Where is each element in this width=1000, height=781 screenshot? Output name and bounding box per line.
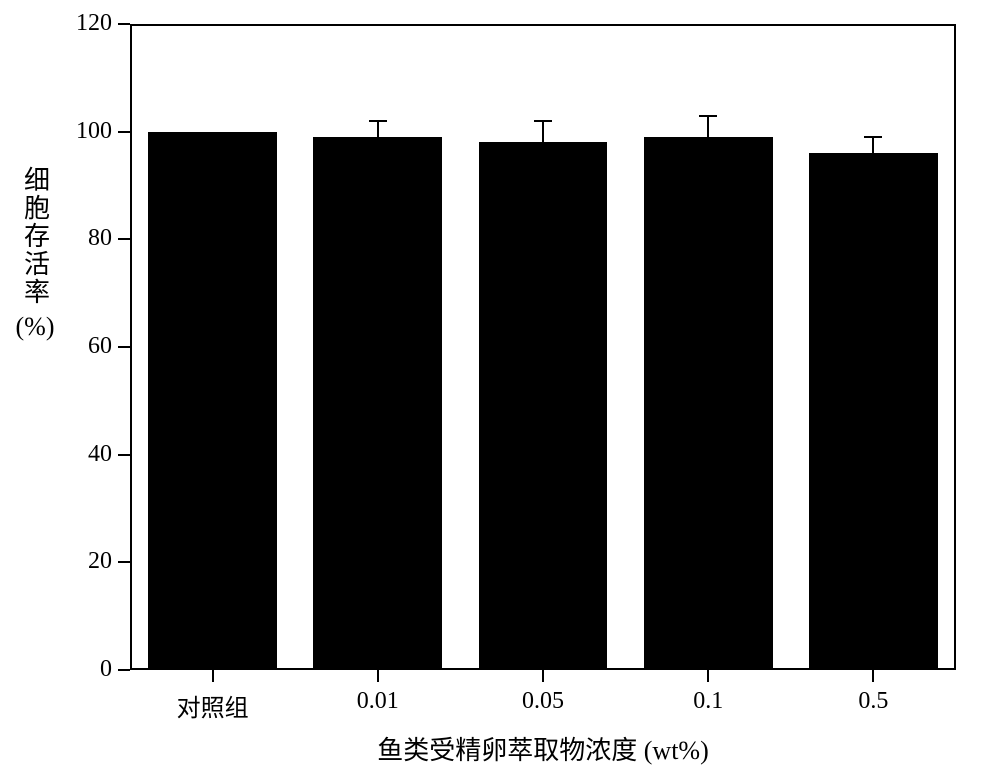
- x-tick-label: 对照组: [177, 688, 249, 723]
- y-tick: [118, 346, 130, 348]
- x-tick-label: 0.1: [693, 688, 723, 715]
- bar: [479, 142, 608, 670]
- y-tick: [118, 561, 130, 563]
- x-axis-label: 鱼类受精卵萃取物浓度 (wt%): [377, 730, 708, 767]
- bar: [644, 137, 773, 670]
- y-axis-label-unit: (%): [10, 312, 60, 342]
- y-tick: [118, 454, 130, 456]
- error-cap: [699, 115, 717, 117]
- x-tick: [542, 670, 544, 682]
- x-tick-label: 0.01: [357, 688, 399, 715]
- y-tick-label: 120: [76, 10, 112, 37]
- x-tick: [707, 670, 709, 682]
- y-tick: [118, 238, 130, 240]
- error-bar: [542, 121, 544, 143]
- error-cap: [534, 120, 552, 122]
- x-tick: [377, 670, 379, 682]
- error-cap: [369, 120, 387, 122]
- bar: [313, 137, 442, 670]
- y-tick: [118, 131, 130, 133]
- y-tick-label: 60: [88, 333, 112, 360]
- error-cap: [864, 136, 882, 138]
- y-axis-label: 细胞存活率 (%): [10, 166, 60, 342]
- y-tick: [118, 669, 130, 671]
- y-tick-label: 40: [88, 441, 112, 468]
- error-bar: [872, 137, 874, 153]
- y-tick: [118, 23, 130, 25]
- plot-border: [130, 24, 956, 26]
- plot-border: [954, 24, 956, 670]
- x-tick-label: 0.05: [522, 688, 564, 715]
- bar: [809, 153, 938, 670]
- y-tick-label: 0: [100, 656, 112, 683]
- y-axis-label-text: 细胞存活率: [17, 166, 54, 306]
- x-tick: [212, 670, 214, 682]
- error-bar: [377, 121, 379, 137]
- plot-border: [130, 24, 132, 670]
- bar: [148, 132, 277, 670]
- x-tick-label: 0.5: [858, 688, 888, 715]
- y-tick-label: 20: [88, 548, 112, 575]
- x-tick: [872, 670, 874, 682]
- y-tick-label: 80: [88, 225, 112, 252]
- y-tick-label: 100: [76, 118, 112, 145]
- error-bar: [707, 116, 709, 138]
